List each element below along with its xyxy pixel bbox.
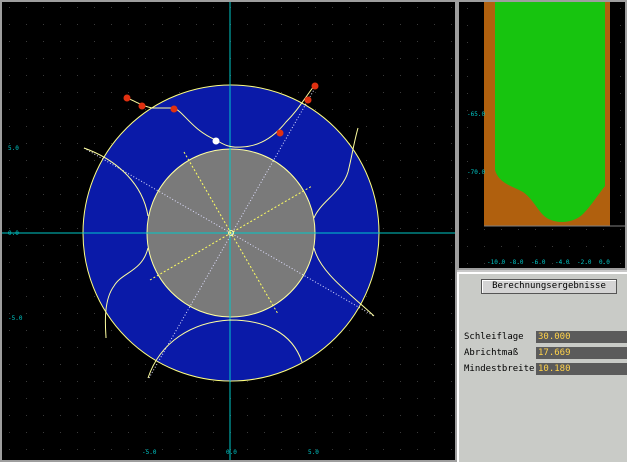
construction-line-a [83, 147, 375, 317]
flute-curve-left-top [83, 147, 149, 217]
flute-curve-right-top [313, 127, 359, 219]
profile-point[interactable] [138, 102, 146, 110]
flute-curve-right-bottom [313, 247, 375, 317]
profile-y-tick: -65.0 [467, 111, 485, 118]
x-tick-label: 5.0 [308, 449, 319, 456]
y-tick-label: -5.0 [8, 315, 23, 322]
profile-x-tick: -8.0 [509, 259, 524, 266]
result-label: Mindestbreite [464, 364, 535, 374]
results-title: Berechnungsergebnisse [481, 279, 617, 294]
y-tick-label: 5.0 [8, 145, 19, 152]
result-label: Schleiflage [464, 332, 524, 342]
result-label: Abrichtmaß [464, 348, 519, 358]
result-value-field[interactable]: 30.000 [536, 331, 627, 343]
result-row-schleiflage: Schleiflage 30.000 [464, 330, 627, 344]
result-value-field[interactable]: 17.669 [536, 347, 627, 359]
profile-x-tick: -4.0 [555, 259, 570, 266]
x-tick-label: 0.0 [226, 449, 237, 456]
grinding-wheel-view[interactable]: -5.0 0.0 5.0 5.0 0.0 -5.0 [0, 0, 457, 462]
y-tick-label: 0.0 [8, 230, 19, 237]
flute-curve-bottom [147, 319, 303, 379]
wheel-profile-drawing: -65.0 -70.0 -10.0 -8.0 -6.0 -4.0 -2.0 0.… [467, 2, 625, 266]
profile-green-area [495, 2, 605, 222]
wheel-drawing: -5.0 0.0 5.0 5.0 0.0 -5.0 [2, 2, 455, 460]
profile-point[interactable] [311, 82, 319, 90]
profile-point[interactable] [170, 105, 178, 113]
flute-profile-curve [126, 85, 315, 148]
profile-point[interactable] [304, 96, 312, 104]
x-tick-label: -5.0 [142, 449, 157, 456]
right-column: -65.0 -70.0 -10.0 -8.0 -6.0 -4.0 -2.0 0.… [457, 0, 627, 462]
result-row-mindestbreite: Mindestbreite 10.180 [464, 362, 627, 376]
results-panel: Berechnungsergebnisse Schleiflage 30.000… [457, 272, 627, 462]
profile-x-tick: 0.0 [599, 259, 610, 266]
profile-x-tick: -2.0 [577, 259, 592, 266]
profile-point-selected[interactable] [212, 137, 220, 145]
result-row-abrichtmass: Abrichtmaß 17.669 [464, 346, 627, 360]
profile-x-tick: -6.0 [531, 259, 546, 266]
profile-x-tick: -10.0 [487, 259, 505, 266]
profile-point[interactable] [123, 94, 131, 102]
construction-line-d [183, 151, 279, 315]
flute-curve-left-bottom [104, 247, 149, 339]
result-value-field[interactable]: 10.180 [536, 363, 627, 375]
profile-view[interactable]: -65.0 -70.0 -10.0 -8.0 -6.0 -4.0 -2.0 0.… [457, 0, 627, 270]
profile-point[interactable] [276, 129, 284, 137]
origin-marker [228, 230, 234, 236]
profile-y-tick: -70.0 [467, 169, 485, 176]
